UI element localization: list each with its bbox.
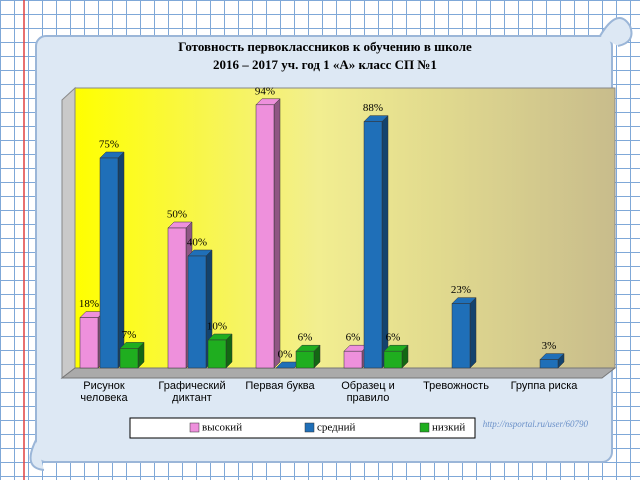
chart-title: Готовность первоклассников к обучению в … xyxy=(178,39,472,54)
bar xyxy=(295,350,315,369)
legend-swatch xyxy=(419,422,430,433)
data-label: 6% xyxy=(346,332,361,344)
chart-subtitle: 2016 – 2017 уч. год 1 «А» класс СП №1 xyxy=(213,57,437,72)
legend-label: средний xyxy=(317,422,355,434)
watermark-url: http://nsportal.ru/user/60790 xyxy=(483,419,589,429)
bar xyxy=(119,348,139,369)
bar-side xyxy=(381,114,389,369)
bar xyxy=(383,350,403,369)
legend-swatch xyxy=(304,422,315,433)
bar xyxy=(363,121,383,369)
data-label: 10% xyxy=(207,321,227,333)
x-tick-label: Тревожность xyxy=(423,380,489,392)
bar xyxy=(79,317,99,369)
legend-swatch xyxy=(189,422,200,433)
data-label: 50% xyxy=(167,209,187,221)
scroll-curl xyxy=(599,17,633,47)
plot-floor xyxy=(60,367,617,379)
bar-side xyxy=(273,98,281,369)
plot-wall xyxy=(61,86,76,380)
bar xyxy=(207,339,227,369)
data-label: 75% xyxy=(99,139,119,151)
x-tick-label: Образец и правило xyxy=(341,380,395,404)
x-tick-label: Группа риска xyxy=(510,380,578,392)
data-label: 3% xyxy=(542,340,557,352)
data-label: 18% xyxy=(79,298,99,310)
data-label: 6% xyxy=(298,332,313,344)
bar xyxy=(343,350,363,369)
data-label: 23% xyxy=(451,284,471,296)
bar xyxy=(187,255,207,369)
data-label: 7% xyxy=(122,329,137,341)
legend-label: высокий xyxy=(202,422,242,434)
bar xyxy=(451,303,471,369)
bar xyxy=(99,157,119,369)
x-tick-label: Рисунок человека xyxy=(80,380,128,404)
data-label: 94% xyxy=(255,85,275,97)
x-tick-label: Графический диктант xyxy=(158,380,226,404)
bar xyxy=(167,227,187,369)
data-label: 88% xyxy=(363,102,383,114)
legend-label: низкий xyxy=(432,422,465,434)
data-label: 0% xyxy=(278,349,293,361)
data-label: 6% xyxy=(386,332,401,344)
x-tick-label: Первая буква xyxy=(245,380,315,392)
bar-side xyxy=(469,296,477,369)
bar xyxy=(539,359,559,369)
data-label: 40% xyxy=(187,237,207,249)
plot-area xyxy=(74,87,616,369)
legend-box xyxy=(129,417,476,439)
scroll-curl xyxy=(29,439,45,471)
bar xyxy=(255,104,275,369)
